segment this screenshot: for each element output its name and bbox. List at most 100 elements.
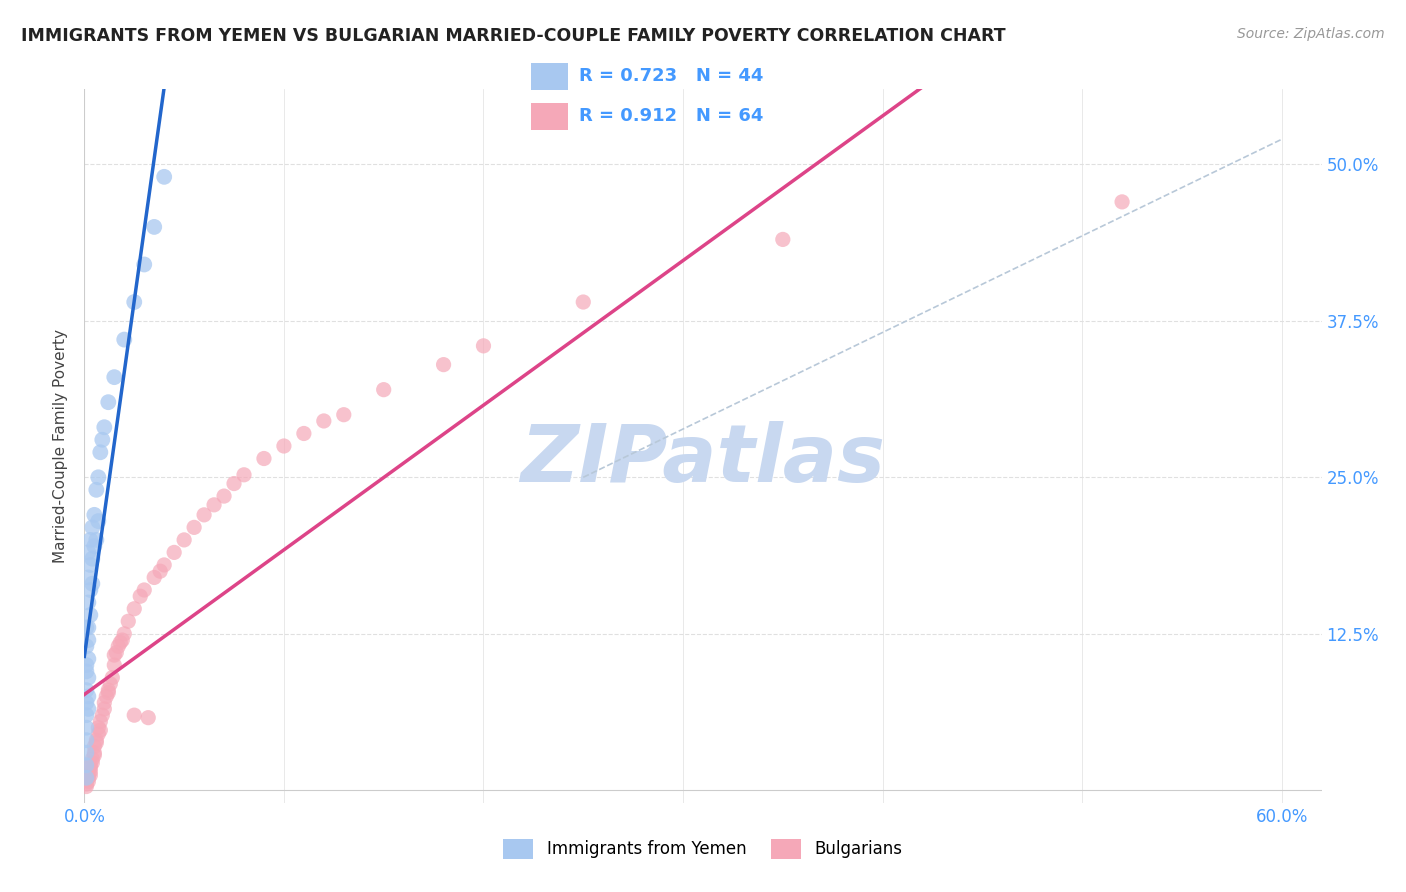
Point xyxy=(292,426,315,441)
Point xyxy=(77,595,100,609)
Point xyxy=(75,665,97,679)
Point xyxy=(83,508,105,522)
Point xyxy=(79,758,101,772)
Point xyxy=(103,658,125,673)
Point xyxy=(77,621,100,635)
Point xyxy=(77,652,100,666)
Point xyxy=(83,748,105,763)
Point xyxy=(75,658,97,673)
Point xyxy=(273,439,295,453)
Point xyxy=(77,702,100,716)
Point xyxy=(87,514,110,528)
Point xyxy=(82,520,104,534)
Point xyxy=(75,708,97,723)
Point xyxy=(173,533,195,547)
Point xyxy=(183,520,205,534)
Point xyxy=(93,696,115,710)
Point xyxy=(98,677,121,691)
Point xyxy=(79,764,101,779)
Point xyxy=(572,295,595,310)
Point xyxy=(93,420,115,434)
Point xyxy=(79,768,101,782)
Point xyxy=(97,683,120,698)
Point xyxy=(312,414,335,428)
Point xyxy=(86,533,108,547)
Point xyxy=(77,633,100,648)
Point xyxy=(136,711,159,725)
Point xyxy=(110,635,132,649)
Point xyxy=(75,780,97,794)
Text: R = 0.912   N = 64: R = 0.912 N = 64 xyxy=(579,107,763,125)
Point xyxy=(79,582,101,597)
Text: Source: ZipAtlas.com: Source: ZipAtlas.com xyxy=(1237,27,1385,41)
Point xyxy=(75,777,97,791)
Point xyxy=(772,232,794,246)
Point xyxy=(75,683,97,698)
Point xyxy=(75,733,97,747)
Point xyxy=(79,533,101,547)
Y-axis label: Married-Couple Family Poverty: Married-Couple Family Poverty xyxy=(53,329,69,563)
Legend: Immigrants from Yemen, Bulgarians: Immigrants from Yemen, Bulgarians xyxy=(496,832,910,866)
Point xyxy=(91,433,114,447)
Point xyxy=(86,483,108,497)
Point xyxy=(212,489,235,503)
Point xyxy=(75,773,97,788)
Point xyxy=(89,723,111,738)
Point xyxy=(253,451,276,466)
Point xyxy=(222,476,245,491)
Point xyxy=(77,545,100,559)
Point xyxy=(82,551,104,566)
Text: R = 0.723   N = 44: R = 0.723 N = 44 xyxy=(579,68,763,86)
Point xyxy=(202,498,225,512)
Point xyxy=(82,756,104,770)
Point xyxy=(87,721,110,735)
Point xyxy=(75,758,97,772)
Point xyxy=(75,721,97,735)
Point xyxy=(75,640,97,654)
Point xyxy=(112,333,135,347)
Point xyxy=(153,169,176,184)
Point xyxy=(86,736,108,750)
Point xyxy=(89,445,111,459)
Point xyxy=(122,295,145,310)
Point xyxy=(82,576,104,591)
Point xyxy=(89,714,111,729)
Point xyxy=(77,771,100,785)
Point xyxy=(75,696,97,710)
Text: ZIPatlas: ZIPatlas xyxy=(520,421,886,500)
Point xyxy=(163,545,186,559)
Point xyxy=(75,621,97,635)
Point xyxy=(143,219,166,234)
Point xyxy=(82,752,104,766)
Point xyxy=(96,690,118,704)
Point xyxy=(1111,194,1133,209)
Point xyxy=(83,746,105,760)
Point xyxy=(75,746,97,760)
Point xyxy=(117,614,139,628)
FancyBboxPatch shape xyxy=(531,62,568,90)
Point xyxy=(77,570,100,584)
Point xyxy=(77,671,100,685)
Point xyxy=(122,601,145,615)
Point xyxy=(153,558,176,572)
Point xyxy=(83,539,105,553)
Point xyxy=(87,470,110,484)
Point xyxy=(103,370,125,384)
Point xyxy=(143,570,166,584)
Point xyxy=(79,607,101,622)
Point xyxy=(77,690,100,704)
Point xyxy=(373,383,395,397)
Point xyxy=(93,702,115,716)
Point xyxy=(122,708,145,723)
Point xyxy=(77,768,100,782)
FancyBboxPatch shape xyxy=(531,103,568,130)
Point xyxy=(105,646,128,660)
Point xyxy=(193,508,215,522)
Point xyxy=(97,685,120,699)
Point xyxy=(91,708,114,723)
Point xyxy=(79,558,101,572)
Point xyxy=(149,564,172,578)
Point xyxy=(97,395,120,409)
Point xyxy=(111,633,134,648)
Point xyxy=(79,761,101,775)
